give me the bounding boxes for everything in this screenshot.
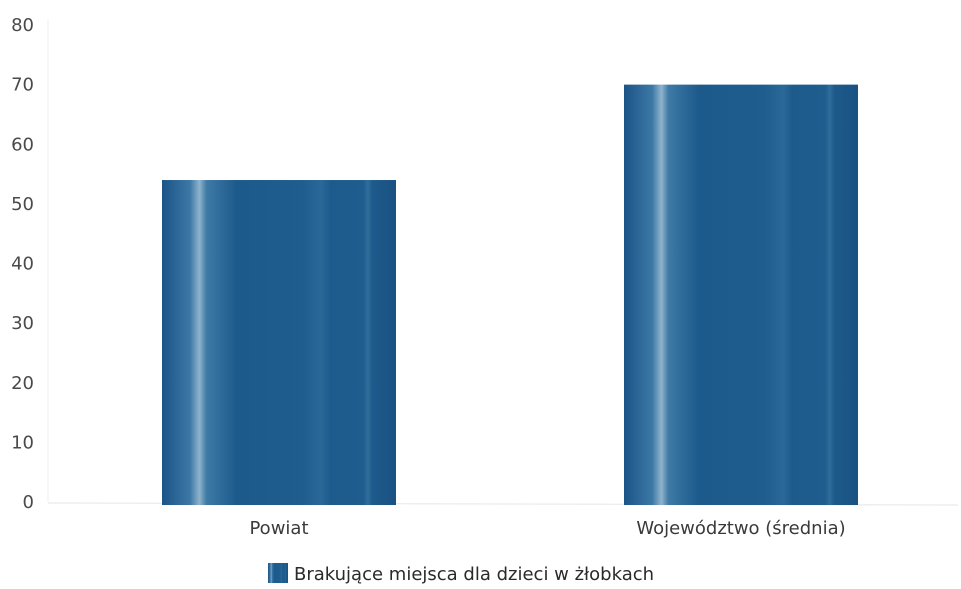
y-tick-label: 20 (11, 373, 34, 394)
y-tick-label: 50 (11, 194, 34, 215)
bars (162, 84, 858, 505)
y-tick-label: 10 (11, 432, 34, 453)
y-tick-label: 0 (23, 492, 34, 513)
y-tick-label: 30 (11, 313, 34, 334)
legend-swatch (268, 563, 288, 583)
legend: Brakujące miejsca dla dzieci w żłobkach (268, 563, 654, 585)
x-axis-labels: Powiat Województwo (średnia) (249, 518, 845, 539)
y-tick-label: 60 (11, 134, 34, 155)
y-tick-label: 80 (11, 15, 34, 36)
y-tick-label: 40 (11, 254, 34, 275)
bar (624, 84, 858, 505)
bar (162, 180, 396, 505)
x-tick-label: Województwo (średnia) (636, 518, 845, 539)
y-axis: 0 10 20 30 40 50 60 70 80 (11, 15, 49, 513)
y-tick-label: 70 (11, 75, 34, 96)
x-tick-label: Powiat (249, 518, 308, 539)
legend-label: Brakujące miejsca dla dzieci w żłobkach (294, 564, 654, 585)
